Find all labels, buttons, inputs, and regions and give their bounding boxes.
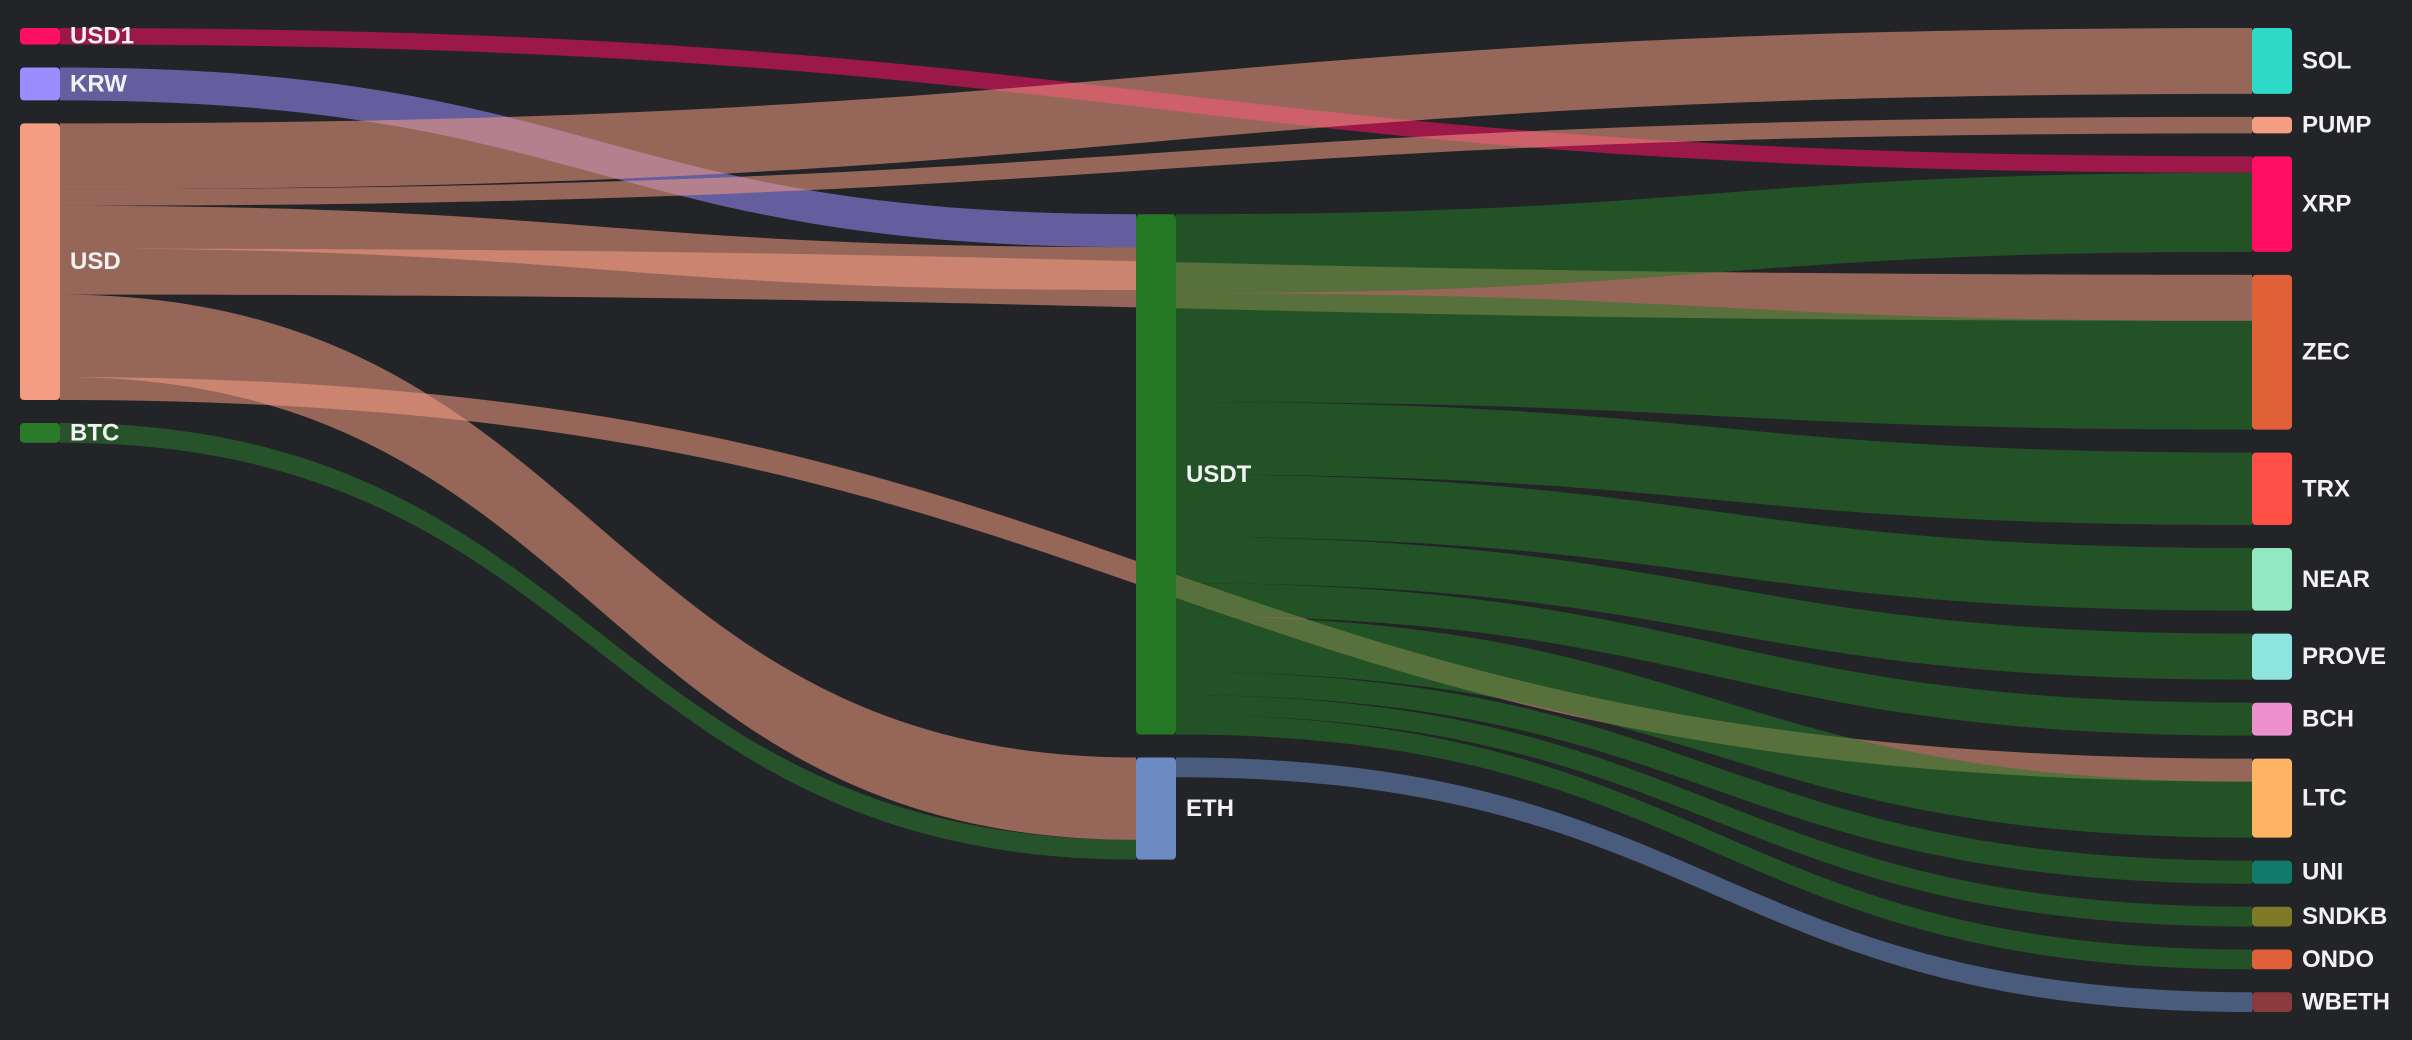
node-label-prove: PROVE — [2302, 643, 2386, 670]
link-btc-eth[interactable] — [60, 423, 1136, 860]
node-trx[interactable] — [2252, 452, 2292, 526]
link-usdt-trx[interactable] — [1176, 401, 2252, 526]
link-usd-eth[interactable] — [60, 294, 1136, 840]
node-eth[interactable] — [1136, 757, 1176, 860]
link-usd-sol[interactable] — [60, 28, 2252, 190]
node-label-sol: SOL — [2302, 47, 2351, 74]
node-sndkb[interactable] — [2252, 906, 2292, 927]
node-btc[interactable] — [20, 423, 60, 443]
node-label-ondo: ONDO — [2302, 946, 2374, 973]
nodes-layer — [20, 28, 2292, 1012]
node-label-wbeth: WBETH — [2302, 989, 2390, 1016]
node-label-usd1: USD1 — [70, 23, 134, 50]
labels-layer: USD1 KRW USD BTC USDT SOL PUMP ETH XRP ZEC TRX NEAR… — [70, 23, 2390, 1016]
node-label-usd: USD — [70, 248, 121, 275]
link-usd-pump[interactable] — [60, 116, 2252, 206]
link-usdt-ltc[interactable] — [1176, 615, 2252, 838]
node-label-ltc: LTC — [2302, 785, 2347, 812]
node-krw[interactable] — [20, 67, 60, 101]
node-label-eth: ETH — [1186, 795, 1234, 822]
link-usdt-zec[interactable] — [1176, 293, 2252, 430]
node-label-xrp: XRP — [2302, 191, 2351, 218]
node-bch[interactable] — [2252, 702, 2292, 736]
link-usdt-sndkb[interactable] — [1176, 695, 2252, 927]
node-label-krw: KRW — [70, 70, 127, 97]
node-wbeth[interactable] — [2252, 992, 2292, 1012]
link-usdt-bch[interactable] — [1176, 583, 2252, 736]
link-usdt-near[interactable] — [1176, 474, 2252, 611]
node-label-btc: BTC — [70, 419, 119, 446]
link-usdt-ondo[interactable] — [1176, 714, 2252, 970]
node-label-near: NEAR — [2302, 566, 2370, 593]
link-usdt-xrp[interactable] — [1176, 172, 2252, 294]
node-label-sndkb: SNDKB — [2302, 903, 2387, 930]
node-usd1[interactable] — [20, 28, 60, 45]
node-ltc[interactable] — [2252, 758, 2292, 838]
node-label-bch: BCH — [2302, 706, 2354, 733]
node-zec[interactable] — [2252, 274, 2292, 430]
node-pump[interactable] — [2252, 116, 2292, 134]
node-ondo[interactable] — [2252, 949, 2292, 970]
node-prove[interactable] — [2252, 633, 2292, 680]
link-usdt-prove[interactable] — [1176, 536, 2252, 680]
link-eth-wbeth[interactable] — [1176, 757, 2252, 1012]
node-label-pump: PUMP — [2302, 112, 2371, 139]
link-usdt-uni[interactable] — [1176, 671, 2252, 884]
node-usd[interactable] — [20, 123, 60, 401]
node-usdt[interactable] — [1136, 214, 1176, 735]
node-sol[interactable] — [2252, 28, 2292, 94]
node-label-uni: UNI — [2302, 859, 2343, 886]
node-uni[interactable] — [2252, 860, 2292, 884]
node-label-usdt: USDT — [1186, 461, 1252, 488]
node-label-zec: ZEC — [2302, 339, 2350, 366]
links-layer — [60, 28, 2252, 1012]
node-near[interactable] — [2252, 548, 2292, 611]
node-xrp[interactable] — [2252, 156, 2292, 252]
node-label-trx: TRX — [2302, 475, 2350, 502]
